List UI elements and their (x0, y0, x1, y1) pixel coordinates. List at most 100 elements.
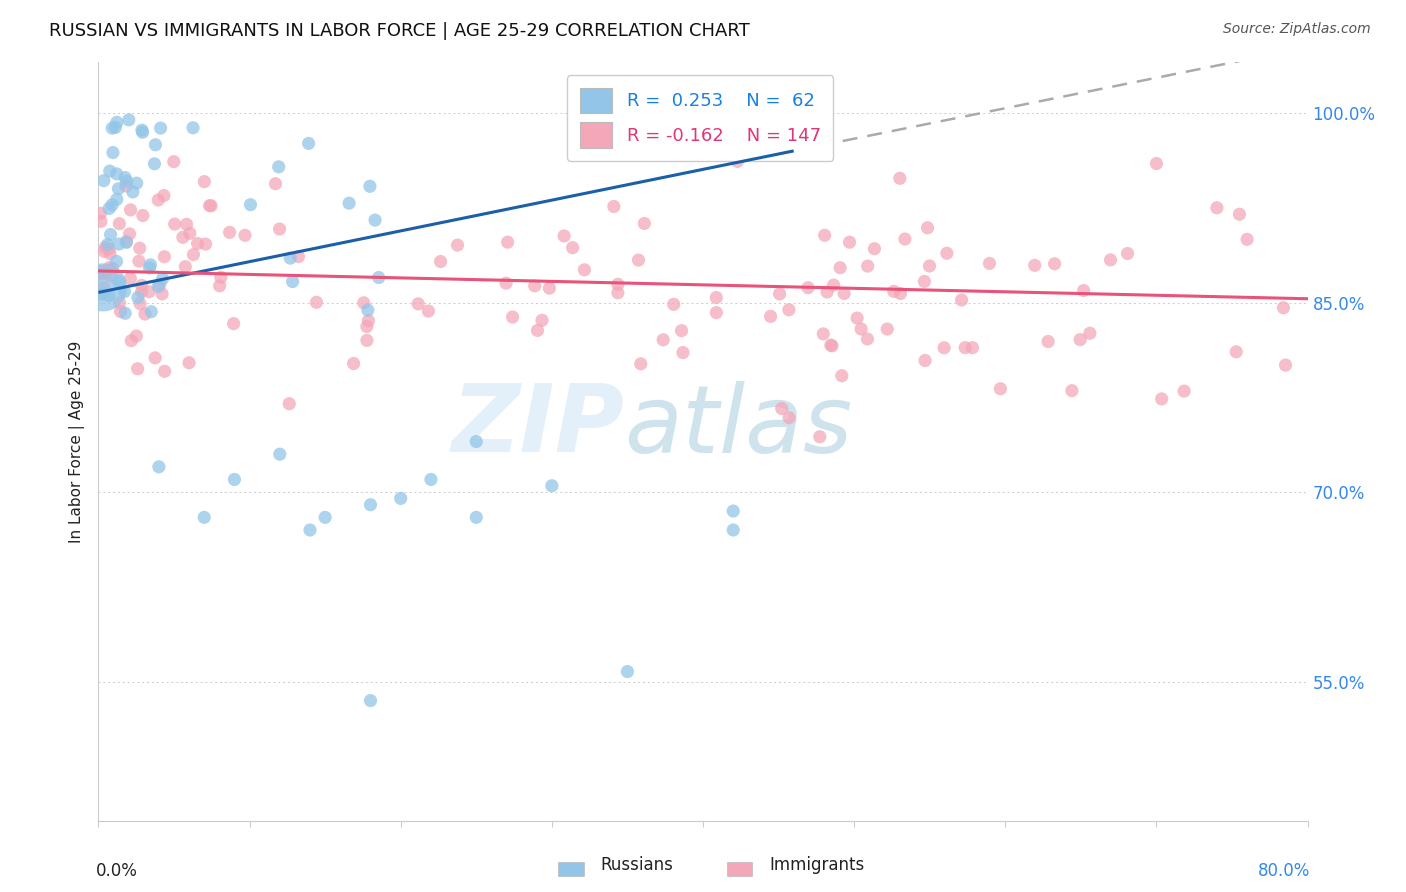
Point (127, 361, 149, 376)
Point (831, 368, 853, 383)
Point (108, 275, 131, 289)
Point (832, 286, 855, 301)
Point (138, 285, 160, 299)
Point (367, 270, 389, 285)
Point (1036, 334, 1059, 349)
Point (337, 196, 360, 211)
Point (131, 285, 153, 299)
Point (114, 285, 136, 299)
Point (114, 170, 136, 185)
Point (121, 185, 143, 199)
Point (143, 157, 166, 171)
Point (889, 286, 911, 301)
Point (100, 269, 122, 284)
Point (616, 665, 638, 679)
Point (218, 225, 240, 239)
Point (114, 306, 136, 320)
Point (281, 275, 304, 289)
Point (357, 303, 380, 318)
Point (962, 341, 984, 355)
Point (163, 154, 186, 169)
Point (662, 297, 685, 311)
Point (778, 302, 800, 317)
Point (357, 313, 380, 327)
Text: ZIP: ZIP (451, 380, 624, 473)
Point (990, 382, 1012, 396)
Point (90, 264, 112, 278)
Point (1225, 344, 1247, 359)
Point (101, 198, 124, 212)
Point (89, 268, 111, 282)
Point (93, 280, 115, 294)
Point (526, 323, 548, 337)
Point (105, 115, 128, 129)
Point (1099, 252, 1122, 267)
Point (914, 353, 936, 368)
Point (418, 304, 440, 318)
Point (932, 341, 955, 355)
Point (672, 345, 695, 359)
Point (889, 171, 911, 186)
Point (98, 246, 121, 260)
Point (97, 237, 120, 252)
Point (538, 281, 561, 295)
Point (815, 285, 838, 299)
Point (863, 242, 886, 256)
Point (356, 319, 378, 334)
Point (778, 410, 800, 425)
Point (120, 202, 142, 217)
Point (1060, 384, 1083, 398)
Point (115, 235, 138, 250)
Point (108, 237, 131, 252)
Point (183, 247, 205, 261)
Point (814, 228, 837, 243)
Point (356, 334, 378, 348)
Point (108, 296, 131, 310)
Point (93, 244, 115, 259)
Point (342, 356, 364, 370)
Point (876, 322, 898, 336)
Point (177, 356, 200, 370)
Point (98, 202, 121, 216)
Point (131, 125, 153, 139)
Point (1229, 207, 1251, 221)
Point (152, 272, 174, 286)
Point (704, 291, 727, 305)
Text: 80.0%: 80.0% (1257, 863, 1310, 880)
Point (100, 227, 122, 242)
Point (1150, 392, 1173, 406)
Point (91, 287, 114, 301)
Point (894, 232, 917, 246)
Point (120, 334, 142, 348)
Point (107, 182, 129, 196)
Point (360, 498, 382, 512)
Point (979, 256, 1001, 270)
Point (222, 317, 245, 331)
Point (198, 199, 221, 213)
Point (725, 154, 748, 169)
Point (821, 339, 844, 353)
Point (141, 304, 163, 318)
Point (606, 285, 628, 300)
Point (129, 296, 152, 310)
Point (406, 297, 429, 311)
Point (495, 276, 517, 290)
Point (132, 209, 155, 223)
Point (208, 278, 231, 293)
Point (607, 277, 630, 292)
Point (172, 230, 194, 244)
Point (101, 145, 124, 160)
Point (193, 175, 215, 189)
Point (193, 510, 215, 524)
Point (163, 217, 186, 231)
Point (118, 112, 141, 127)
Point (110, 304, 132, 318)
Text: Russians: Russians (600, 856, 673, 874)
Point (935, 246, 957, 260)
Point (94, 240, 117, 254)
Point (97, 289, 120, 303)
Point (953, 341, 976, 355)
Point (523, 278, 546, 293)
Point (465, 434, 488, 449)
Point (652, 333, 675, 347)
